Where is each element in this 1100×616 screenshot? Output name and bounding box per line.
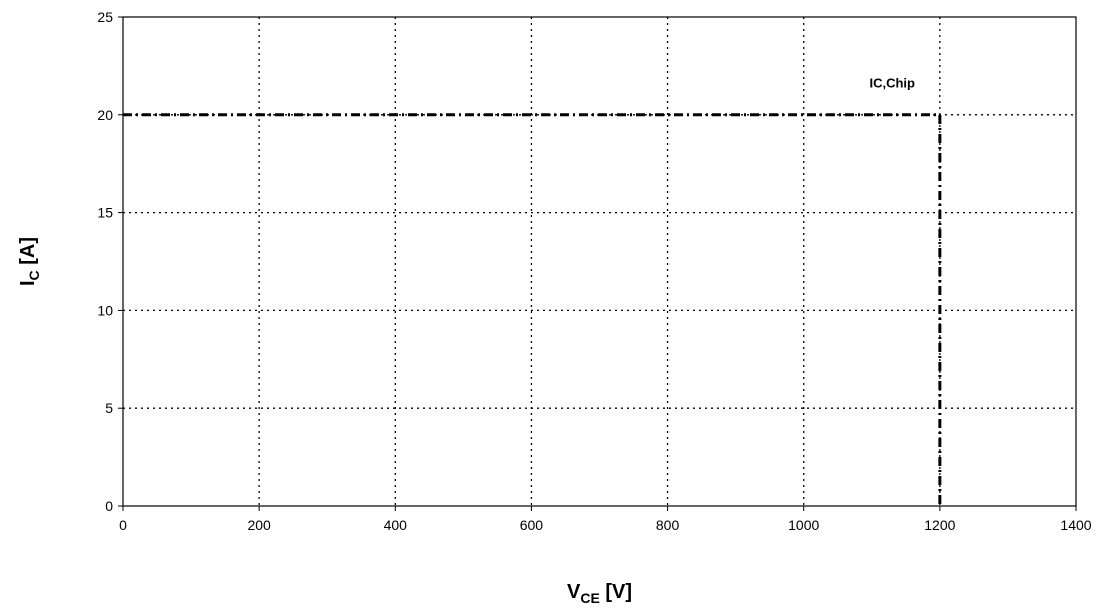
grid-lines xyxy=(123,17,1076,506)
x-axis-title-sub: CE xyxy=(580,590,599,606)
y-axis: 0 5 10 15 20 25 xyxy=(97,9,123,514)
x-axis-title-main: V xyxy=(567,581,581,603)
x-tick-label: 600 xyxy=(520,517,544,533)
series-label: IC,Chip xyxy=(869,75,915,90)
y-tick-label: 20 xyxy=(97,107,113,123)
x-tick-label: 200 xyxy=(247,517,271,533)
y-tick-label: 5 xyxy=(105,400,113,416)
annotations: IC,Chip xyxy=(869,75,915,90)
x-axis-title: VCE [V] xyxy=(567,581,632,606)
x-tick-label: 1000 xyxy=(788,517,819,533)
x-tick-label: 1400 xyxy=(1060,517,1091,533)
x-tick-label: 0 xyxy=(119,517,127,533)
x-axis-title-unit: [V] xyxy=(600,581,632,603)
series-line xyxy=(123,113,942,506)
y-axis-title: IC [A] xyxy=(17,237,42,286)
y-tick-label: 10 xyxy=(97,302,113,318)
y-axis-title-sub: C xyxy=(26,270,42,280)
y-tick-label: 15 xyxy=(97,205,113,221)
y-tick-label: 0 xyxy=(105,498,113,514)
x-axis: 0 200 400 600 800 1000 1200 1400 xyxy=(119,506,1092,533)
y-axis-title-unit: [A] xyxy=(17,237,39,270)
plot-frame xyxy=(122,16,1077,507)
y-tick-label: 25 xyxy=(97,9,113,25)
x-tick-label: 800 xyxy=(656,517,680,533)
x-tick-label: 400 xyxy=(384,517,408,533)
y-axis-title-main: I xyxy=(17,280,39,286)
series-layer xyxy=(123,113,942,506)
x-tick-label: 1200 xyxy=(924,517,955,533)
